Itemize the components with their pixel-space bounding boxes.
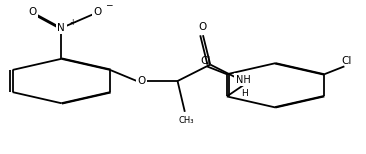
Text: H: H [241,89,248,98]
Text: Cl: Cl [341,56,351,66]
Text: Cl: Cl [200,56,210,66]
Text: −: − [105,1,112,10]
Text: O: O [28,7,36,17]
Text: CH₃: CH₃ [179,116,194,125]
Text: NH: NH [236,75,250,85]
Text: O: O [199,22,207,32]
Text: O: O [94,7,102,17]
Text: +: + [69,18,75,27]
Text: O: O [137,76,145,86]
Text: N: N [57,23,65,33]
